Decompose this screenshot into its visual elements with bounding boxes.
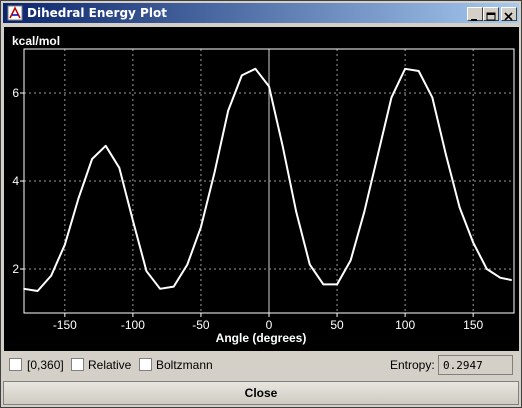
data-point <box>200 226 202 228</box>
boltzmann-checkbox[interactable] <box>139 358 152 371</box>
data-point <box>118 167 120 169</box>
app-icon <box>7 5 23 21</box>
data-point <box>91 158 93 160</box>
window-title: Dihedral Energy Plot <box>27 6 167 20</box>
minimize-icon <box>468 11 482 23</box>
data-point <box>159 288 161 290</box>
close-window-button[interactable] <box>501 7 517 21</box>
range-checkbox[interactable] <box>9 358 22 371</box>
close-button[interactable]: Close <box>3 381 519 405</box>
y-tick-label: 6 <box>12 86 19 100</box>
data-point <box>350 259 352 261</box>
data-point <box>500 277 502 279</box>
data-point <box>173 286 175 288</box>
energy-chart[interactable]: -150 -100 -50 0 50 100 150 2 4 6 kcal/mol Angle … <box>4 27 519 351</box>
data-point <box>295 211 297 213</box>
plot-area[interactable]: -150 -100 -50 0 50 100 150 2 4 6 kcal/mol Angle … <box>4 27 519 351</box>
data-point <box>227 110 229 112</box>
data-point <box>132 220 134 222</box>
data-point <box>323 284 325 286</box>
options-bar: [0,360] Relative Boltzmann Entropy: 0.29… <box>1 353 521 379</box>
data-point <box>404 68 406 70</box>
data-point <box>363 211 365 213</box>
x-tick-label: -100 <box>121 318 145 332</box>
data-point <box>309 264 311 266</box>
y-axis-label: kcal/mol <box>12 34 60 48</box>
x-tick-label: 0 <box>266 318 273 332</box>
close-icon <box>502 11 516 23</box>
data-point <box>336 284 338 286</box>
data-point <box>255 68 257 70</box>
x-axis-label: Angle (degrees) <box>216 331 307 345</box>
data-point <box>282 145 284 147</box>
entropy-label: Entropy: <box>390 358 435 372</box>
boltzmann-checkbox-label[interactable]: Boltzmann <box>156 358 213 372</box>
data-point <box>214 171 216 173</box>
data-point <box>268 86 270 88</box>
data-point <box>418 70 420 72</box>
data-point <box>78 198 80 200</box>
title-bar[interactable]: Dihedral Energy Plot <box>3 3 519 23</box>
y-tick-label: 4 <box>12 174 19 188</box>
x-tick-label: 150 <box>463 318 483 332</box>
data-point <box>105 145 107 147</box>
data-point <box>472 242 474 244</box>
data-point <box>23 288 25 290</box>
data-point <box>64 244 66 246</box>
x-tick-label: 100 <box>395 318 415 332</box>
data-point <box>146 270 148 272</box>
y-tick-label: 2 <box>12 262 19 276</box>
minimize-button[interactable] <box>467 7 483 21</box>
relative-checkbox-label[interactable]: Relative <box>88 358 131 372</box>
series-group <box>23 68 512 292</box>
data-point <box>432 97 434 99</box>
maximize-button[interactable] <box>483 7 499 21</box>
y-ticks: 2 4 6 <box>12 86 24 276</box>
x-tick-label: -50 <box>192 318 210 332</box>
data-point <box>391 97 393 99</box>
data-point <box>459 207 461 209</box>
data-point <box>50 275 52 277</box>
maximize-icon <box>484 11 498 23</box>
x-ticks: -150 -100 -50 0 50 100 150 <box>53 313 484 332</box>
data-point <box>241 75 243 77</box>
data-point <box>187 264 189 266</box>
data-point <box>510 279 512 281</box>
relative-checkbox[interactable] <box>71 358 84 371</box>
x-tick-label: -150 <box>53 318 77 332</box>
entropy-field[interactable]: 0.2947 <box>438 355 513 375</box>
x-tick-label: 50 <box>330 318 344 332</box>
data-point <box>377 154 379 156</box>
range-checkbox-label[interactable]: [0,360] <box>27 358 64 372</box>
data-point <box>37 290 39 292</box>
data-point <box>445 154 447 156</box>
data-point <box>486 268 488 270</box>
energy-curve <box>24 69 511 291</box>
